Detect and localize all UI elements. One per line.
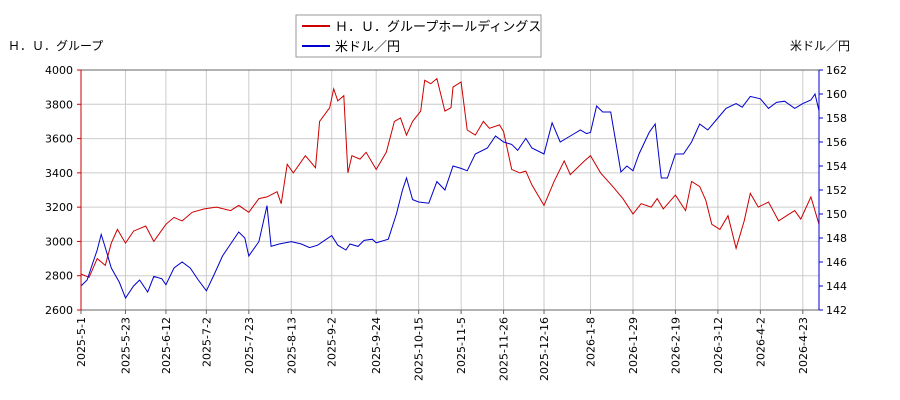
right-axis-ticks: 142 144 146 148 150 152 154 156 158 160 162 bbox=[819, 64, 847, 317]
series-line-stock bbox=[80, 77, 820, 279]
x-tick-label: 2025-11-5 bbox=[455, 317, 468, 374]
left-tick-label: 4000 bbox=[45, 64, 73, 77]
right-tick-label: 146 bbox=[826, 256, 847, 269]
x-tick-label: 2026-1-8 bbox=[585, 317, 598, 367]
left-tick-label: 3200 bbox=[45, 201, 73, 214]
left-tick-label: 3800 bbox=[45, 98, 73, 111]
left-tick-label: 2600 bbox=[45, 304, 73, 317]
left-axis-title: Ｈ．Ｕ．グループ bbox=[8, 39, 103, 53]
x-axis-ticks: 2025-5-1 2025-5-23 2025-6-12 2025-7-2 2025-7… bbox=[75, 310, 810, 381]
x-tick-label: 2025-6-12 bbox=[160, 317, 173, 374]
right-tick-label: 160 bbox=[826, 88, 847, 101]
right-tick-label: 142 bbox=[826, 304, 847, 317]
x-tick-label: 2026-1-29 bbox=[627, 317, 640, 374]
x-tick-label: 2026-4-2 bbox=[754, 317, 767, 367]
x-tick-label: 2025-9-2 bbox=[326, 317, 339, 367]
right-tick-label: 162 bbox=[826, 64, 847, 77]
x-tick-label: 2025-9-24 bbox=[370, 317, 383, 374]
left-tick-label: 3600 bbox=[45, 133, 73, 146]
left-axis-ticks: 2600 2800 3000 3200 3400 3600 3800 4000 bbox=[45, 64, 81, 317]
right-tick-label: 150 bbox=[826, 208, 847, 221]
left-tick-label: 3400 bbox=[45, 167, 73, 180]
legend: Ｈ．Ｕ．グループホールディングス 米ドル／円 bbox=[295, 14, 542, 58]
x-tick-label: 2025-5-1 bbox=[75, 317, 88, 367]
right-axis-title: 米ドル／円 bbox=[790, 39, 850, 53]
x-tick-label: 2025-7-23 bbox=[243, 317, 256, 374]
right-tick-label: 156 bbox=[826, 136, 847, 149]
legend-label-stock: Ｈ．Ｕ．グループホールディングス bbox=[335, 19, 541, 35]
x-tick-label: 2025-10-15 bbox=[413, 317, 426, 381]
left-tick-label: 3000 bbox=[45, 235, 73, 248]
right-tick-label: 154 bbox=[826, 160, 847, 173]
x-tick-label: 2025-11-26 bbox=[498, 317, 511, 381]
right-tick-label: 152 bbox=[826, 184, 847, 197]
legend-label-usdjpy: 米ドル／円 bbox=[335, 40, 400, 55]
x-tick-label: 2025-5-23 bbox=[119, 317, 132, 374]
right-tick-label: 148 bbox=[826, 232, 847, 245]
series-line-usdjpy bbox=[80, 92, 820, 300]
legend-box bbox=[295, 14, 542, 58]
x-tick-label: 2026-2-19 bbox=[669, 317, 682, 374]
plot-area bbox=[80, 69, 820, 311]
left-tick-label: 2800 bbox=[45, 270, 73, 283]
x-tick-label: 2025-7-2 bbox=[200, 317, 213, 367]
right-tick-label: 144 bbox=[826, 280, 847, 293]
x-tick-label: 2025-12-16 bbox=[538, 317, 551, 381]
grid-lines bbox=[80, 69, 819, 311]
right-tick-label: 158 bbox=[826, 112, 847, 125]
x-tick-label: 2026-4-23 bbox=[797, 317, 810, 374]
x-tick-label: 2026-3-12 bbox=[712, 317, 725, 374]
x-tick-label: 2025-8-13 bbox=[285, 317, 298, 374]
